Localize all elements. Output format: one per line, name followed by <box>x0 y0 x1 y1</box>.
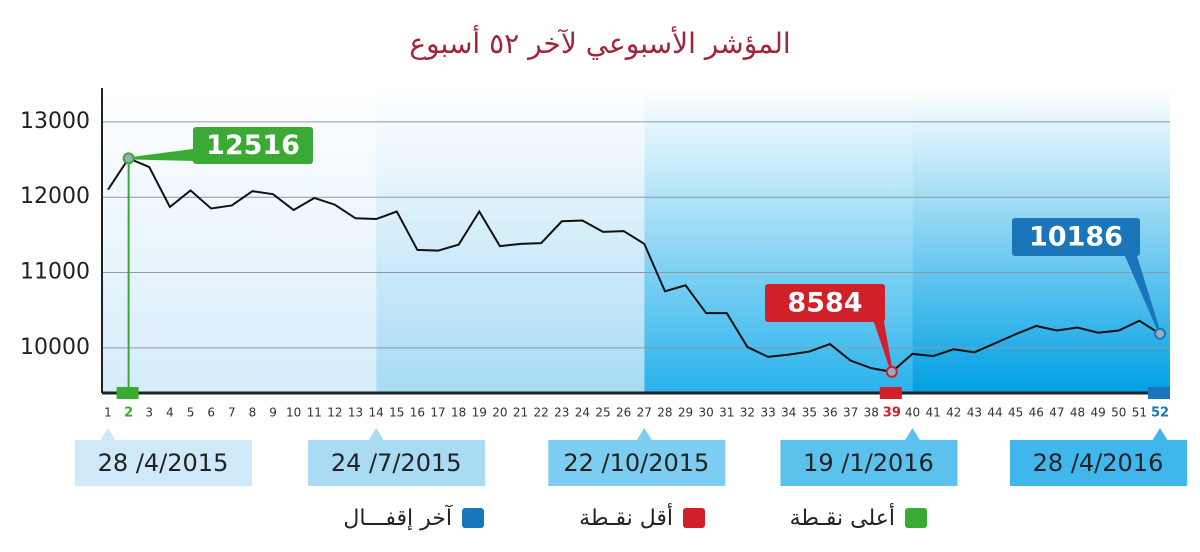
legend-swatch <box>462 508 484 528</box>
x-tick-label: 24 <box>575 406 590 420</box>
date-label: 22 /10/2015 <box>563 449 709 477</box>
x-tick-label: 7 <box>228 406 236 420</box>
callout-box <box>765 284 885 322</box>
x-tick-label: 52 <box>1151 406 1169 421</box>
x-tick-label: 40 <box>905 406 920 420</box>
date-label: 28 /4/2015 <box>98 449 229 477</box>
x-tick-label: 1 <box>104 406 112 420</box>
date-pointer <box>636 428 653 441</box>
date-label: 24 /7/2015 <box>331 449 462 477</box>
highlight-point <box>885 365 898 378</box>
x-tick-label: 50 <box>1111 406 1126 420</box>
x-tick-label: 23 <box>554 406 569 420</box>
x-tick-label: 20 <box>492 406 507 420</box>
x-tick-label: 38 <box>864 406 879 420</box>
x-tick-label: 47 <box>1049 406 1064 420</box>
x-tick-label: 33 <box>760 406 775 420</box>
legend-label: أقل نقـطة <box>579 503 673 531</box>
background-band <box>376 88 645 393</box>
highlight-point <box>122 152 135 165</box>
x-tick-label: 19 <box>472 406 487 420</box>
x-tick-label: 51 <box>1132 406 1147 420</box>
x-tick-label: 15 <box>389 406 404 420</box>
x-tick-label: 31 <box>719 406 734 420</box>
x-tick-label: 46 <box>1029 406 1044 420</box>
callout-box <box>1012 218 1140 256</box>
y-tick-label: 10000 <box>20 335 90 360</box>
date-pointer <box>904 428 921 441</box>
x-tick-label: 34 <box>781 406 796 420</box>
x-tick-label: 37 <box>843 406 858 420</box>
date-box <box>548 440 726 486</box>
x-tick-label: 22 <box>534 406 549 420</box>
date-box <box>780 440 958 486</box>
y-tick-label: 12000 <box>20 184 90 209</box>
x-tick-label: 25 <box>595 406 610 420</box>
x-tick-label: 32 <box>740 406 755 420</box>
chart-title: المؤشر الأسبوعي لآخر ٥٢ أسبوع <box>409 24 790 60</box>
date-label: 19 /1/2016 <box>803 449 934 477</box>
legend-swatch <box>683 508 705 528</box>
date-box <box>1010 440 1187 486</box>
callout-label: 8584 <box>787 288 862 319</box>
x-tick-label: 9 <box>269 406 277 420</box>
date-pointer <box>368 428 385 441</box>
x-tick-label: 39 <box>883 406 901 421</box>
callout-box <box>193 127 313 164</box>
axis-marker <box>1148 387 1170 399</box>
x-tick-label: 36 <box>822 406 837 420</box>
x-tick-label: 43 <box>967 406 982 420</box>
legend-swatch <box>905 508 927 528</box>
background-band <box>644 88 913 393</box>
x-tick-label: 18 <box>451 406 466 420</box>
callout-label: 12516 <box>206 130 300 161</box>
x-tick-label: 44 <box>987 406 1002 420</box>
x-tick-label: 27 <box>637 406 652 420</box>
x-tick-label: 41 <box>925 406 940 420</box>
data-line <box>107 157 1161 373</box>
x-tick-label: 16 <box>410 406 425 420</box>
x-tick-label: 29 <box>678 406 693 420</box>
callout-label: 10186 <box>1029 222 1123 253</box>
x-tick-label: 17 <box>430 406 445 420</box>
date-box <box>308 440 486 486</box>
x-tick-label: 6 <box>207 406 215 420</box>
legend-label: أعلى نقـطة <box>790 503 895 531</box>
x-tick-label: 35 <box>802 406 817 420</box>
y-tick-label: 11000 <box>20 260 90 285</box>
x-tick-label: 5 <box>187 406 195 420</box>
date-label: 28 /4/2016 <box>1033 449 1164 477</box>
x-tick-label: 4 <box>166 406 174 420</box>
x-tick-label: 12 <box>327 406 342 420</box>
x-tick-label: 10 <box>286 406 301 420</box>
axis-marker <box>879 387 902 399</box>
x-tick-label: 26 <box>616 406 631 420</box>
x-tick-label: 48 <box>1070 406 1085 420</box>
x-tick-label: 8 <box>249 406 257 420</box>
x-tick-label: 3 <box>145 406 153 420</box>
y-tick-label: 13000 <box>20 109 90 134</box>
date-pointer <box>1152 428 1168 441</box>
legend-label: آخر إقفـــال <box>343 504 453 531</box>
x-tick-label: 14 <box>369 406 384 420</box>
x-tick-label: 11 <box>307 406 322 420</box>
highlight-point <box>1154 327 1166 340</box>
x-tick-label: 42 <box>946 406 961 420</box>
x-tick-label: 2 <box>124 406 133 421</box>
x-tick-label: 45 <box>1008 406 1023 420</box>
date-box <box>75 440 252 486</box>
axis-marker <box>116 387 139 399</box>
x-tick-label: 13 <box>348 406 363 420</box>
date-pointer <box>100 428 116 441</box>
x-tick-label: 28 <box>657 406 672 420</box>
x-tick-label: 30 <box>699 406 714 420</box>
x-tick-label: 21 <box>513 406 528 420</box>
x-tick-label: 49 <box>1090 406 1105 420</box>
